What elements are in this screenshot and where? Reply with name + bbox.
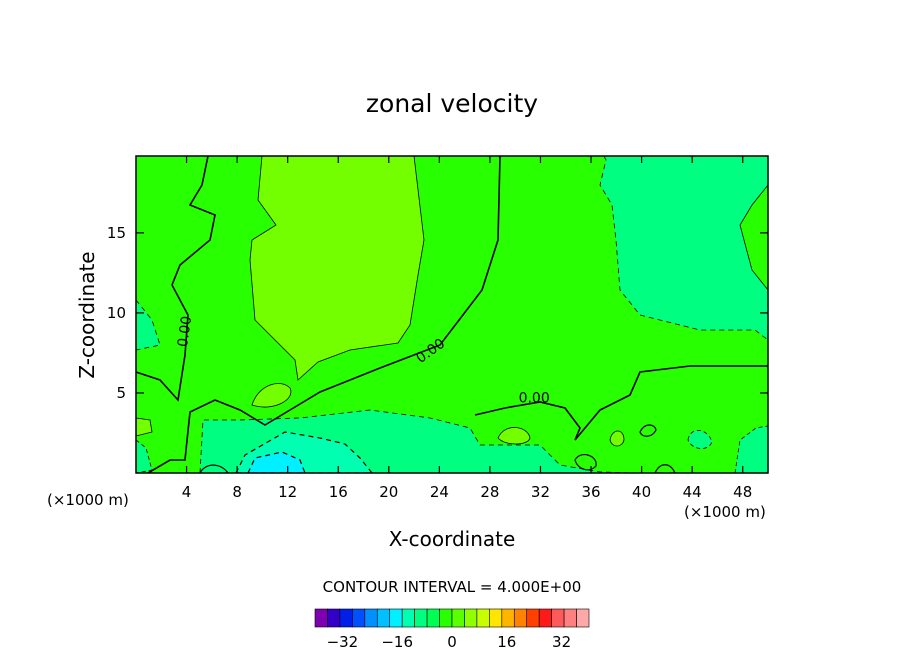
- y-tick-label: 15: [107, 224, 126, 242]
- region-pos4-left-edge: [136, 417, 153, 437]
- colorbar-swatch: [513, 608, 528, 628]
- colorbar-swatch: [501, 608, 515, 628]
- colorbar-swatch: [414, 608, 428, 628]
- colorbar-swatch: [352, 608, 366, 628]
- colorbar-swatch: [376, 608, 391, 628]
- x-tick-label: 36: [581, 483, 600, 501]
- region-pos4-upper: [249, 156, 425, 381]
- x-tick-label: 8: [232, 483, 242, 501]
- plot-frame: [135, 155, 769, 474]
- colorbar-ticks: −32 −16 0 16 32: [327, 633, 572, 651]
- contour-zero-blob-bottom-right: [654, 464, 676, 473]
- colorbar-swatch: [389, 608, 403, 628]
- x-tick-label: 24: [430, 483, 449, 501]
- colorbar-swatch: [464, 608, 478, 628]
- region-pos4-blob-center: [497, 427, 531, 445]
- colorbar-tick-label: 16: [497, 633, 516, 651]
- x-unit-right: (×1000 m): [684, 503, 766, 521]
- x-tick-label: 44: [683, 483, 702, 501]
- colorbar-swatch: [451, 608, 465, 628]
- region-neg4-upper-right: [599, 156, 768, 341]
- contour-field: [136, 156, 768, 473]
- colorbar-swatch: [489, 608, 503, 628]
- x-tick-label: 4: [182, 483, 192, 501]
- contour-zero-lower-right: [474, 365, 768, 441]
- colorbar-swatch: [526, 608, 540, 628]
- y-tick-label: 10: [107, 304, 126, 322]
- colorbar-swatch: [314, 608, 328, 628]
- contour-label: 0.00: [175, 315, 195, 348]
- region-neg4-small-right: [687, 430, 713, 449]
- x-tick-label: 20: [379, 483, 398, 501]
- contour-zero-left: [136, 156, 216, 402]
- x-tick-label: 28: [480, 483, 499, 501]
- colorbar-swatch: [563, 608, 577, 628]
- region-neg12-lower: [247, 451, 306, 473]
- x-axis-label: X-coordinate: [389, 527, 516, 551]
- contour-zero-blob-right: [639, 424, 657, 437]
- chart-title: zonal velocity: [366, 89, 538, 118]
- colorbar-swatch: [551, 608, 565, 628]
- colorbar-swatch: [364, 608, 378, 628]
- region-pos4-blob-right: [609, 430, 625, 447]
- x-unit-left: (×1000 m): [47, 491, 129, 509]
- x-tick-label: 32: [531, 483, 550, 501]
- x-tick-label: 48: [733, 483, 752, 501]
- colorbar-swatch: [538, 608, 552, 628]
- y-axis-ticks: 5 10 15: [107, 224, 768, 402]
- colorbar-swatch: [476, 608, 490, 628]
- x-tick-label: 40: [632, 483, 651, 501]
- x-axis-ticks: 4 8 12 16 20 24 28 32 36 40 44 48: [182, 156, 752, 501]
- region-pos4-blob-left: [251, 383, 292, 408]
- colorbar-swatch: [576, 608, 590, 628]
- colorbar-swatch: [339, 608, 353, 628]
- contour-interval-label: CONTOUR INTERVAL = 4.000E+00: [323, 578, 582, 596]
- x-tick-label: 16: [329, 483, 348, 501]
- x-tick-label: 12: [278, 483, 297, 501]
- contour-zero-blob-bottom: [199, 464, 229, 473]
- colorbar-swatch: [439, 608, 453, 628]
- colorbar-tick-label: −16: [381, 633, 413, 651]
- region-zero-upper-right-edge: [739, 184, 768, 291]
- y-tick-label: 5: [116, 384, 126, 402]
- y-axis-label: Z-coordinate: [75, 251, 99, 378]
- colorbar-swatch: [426, 608, 440, 628]
- colorbar-tick-label: 0: [447, 633, 457, 651]
- contour-zero-blob-mid: [574, 454, 597, 471]
- contour-label: 0.00: [519, 391, 550, 407]
- colorbar: [314, 608, 590, 628]
- region-neg4-bottom-right: [734, 425, 768, 473]
- colorbar-tick-label: −32: [327, 633, 359, 651]
- colorbar-swatch: [401, 608, 415, 628]
- contour-zero-main: [147, 156, 501, 473]
- colorbar-swatch: [327, 608, 341, 628]
- colorbar-tick-label: 32: [552, 633, 571, 651]
